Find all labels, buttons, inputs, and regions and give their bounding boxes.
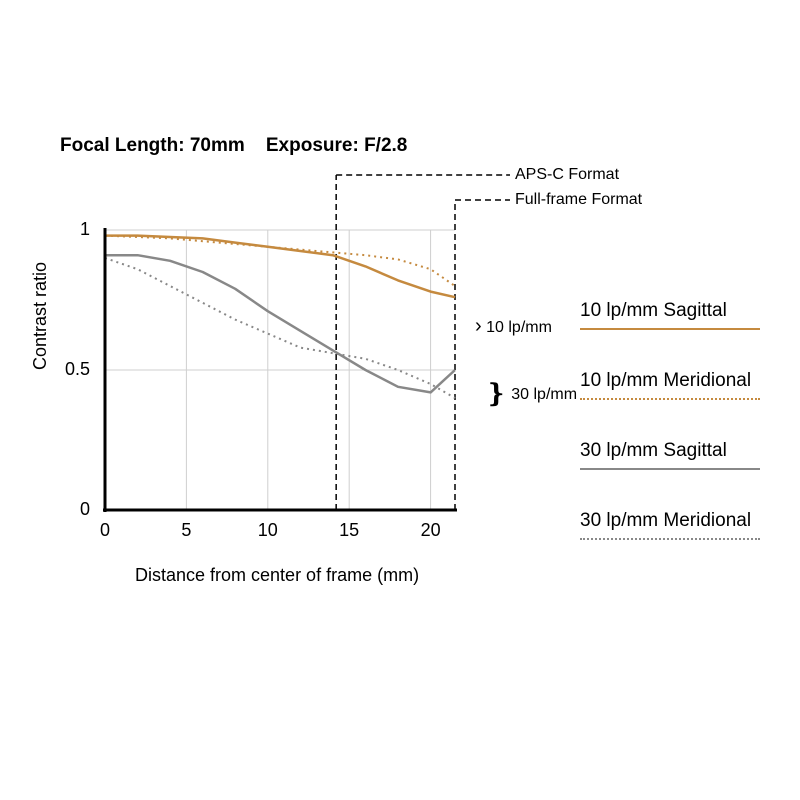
mtf-chart [0, 0, 800, 800]
x-tick-label: 0 [100, 520, 110, 541]
apsc-format-label: APS-C Format [515, 166, 619, 184]
y-tick-label: 0.5 [65, 359, 90, 380]
legend-swatch [580, 328, 760, 330]
fullframe-format-label: Full-frame Format [515, 191, 642, 209]
x-tick-label: 20 [421, 520, 441, 541]
legend-item: 30 lp/mm Meridional [580, 510, 780, 540]
legend-label: 30 lp/mm Sagittal [580, 440, 780, 462]
legend-item: 30 lp/mm Sagittal [580, 440, 780, 470]
legend-label: 10 lp/mm Sagittal [580, 300, 780, 322]
lp30-annotation: ❵ 30 lp/mm [485, 375, 577, 406]
mtf-chart-container: Focal Length: 70mm Exposure: F/2.8 Contr… [0, 0, 800, 800]
y-tick-label: 0 [80, 499, 90, 520]
lp10-annotation: › 10 lp/mm [475, 315, 552, 338]
x-tick-label: 10 [258, 520, 278, 541]
x-tick-label: 5 [181, 520, 191, 541]
legend-label: 10 lp/mm Meridional [580, 370, 780, 392]
x-tick-label: 15 [339, 520, 359, 541]
legend-swatch [580, 398, 760, 400]
legend-swatch [580, 538, 760, 540]
y-tick-label: 1 [80, 219, 90, 240]
legend-item: 10 lp/mm Sagittal [580, 300, 780, 330]
legend-swatch [580, 468, 760, 470]
legend-label: 30 lp/mm Meridional [580, 510, 780, 532]
legend-item: 10 lp/mm Meridional [580, 370, 780, 400]
